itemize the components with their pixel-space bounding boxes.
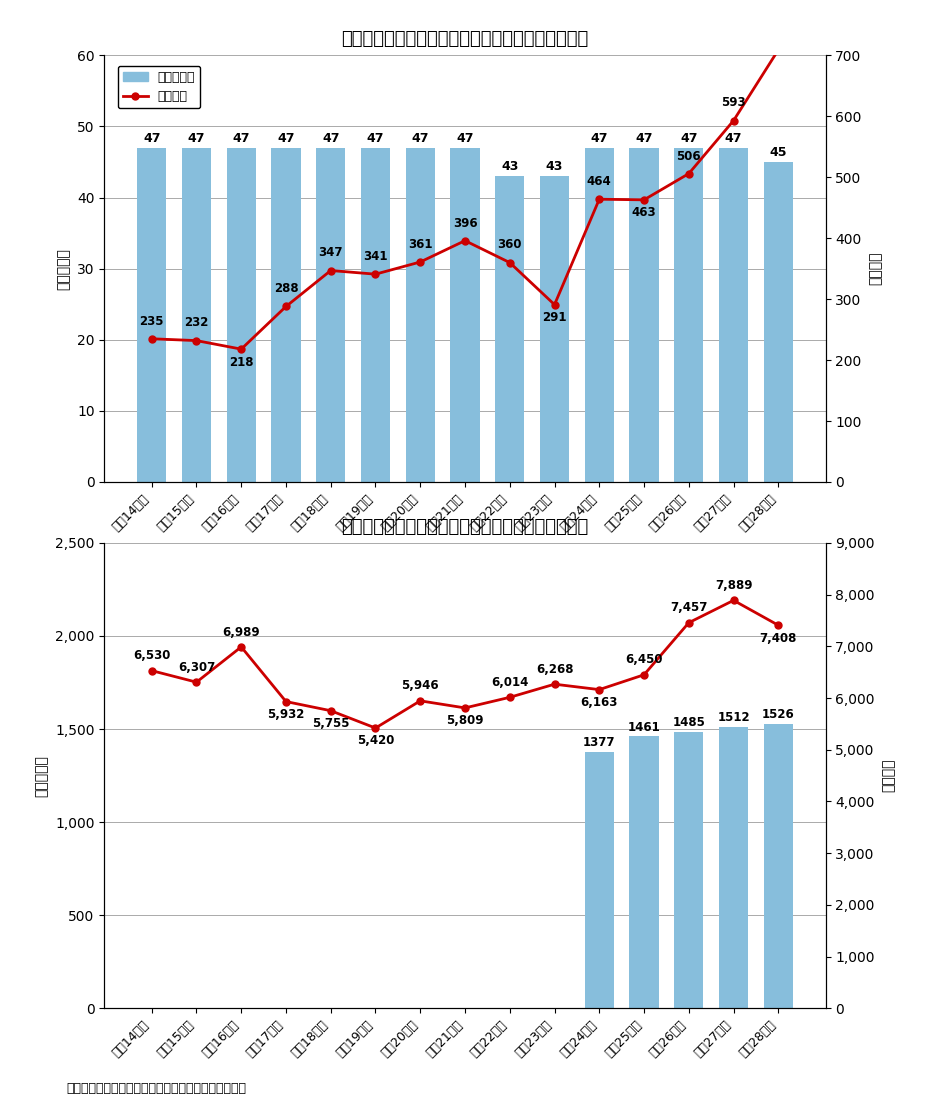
Text: 506: 506 — [677, 150, 701, 163]
Text: 396: 396 — [453, 216, 477, 229]
Bar — [719, 727, 748, 1008]
Text: 5,946: 5,946 — [401, 679, 439, 692]
Text: 7,889: 7,889 — [715, 579, 753, 592]
Text: 593: 593 — [721, 96, 746, 110]
Bar — [406, 147, 435, 482]
Text: 47: 47 — [322, 132, 340, 145]
Text: 6,530: 6,530 — [133, 649, 171, 663]
Text: 235: 235 — [140, 315, 164, 328]
Bar — [585, 147, 614, 482]
Bar — [451, 147, 479, 482]
Y-axis label: 開催団体数: 開催団体数 — [34, 755, 48, 797]
Text: 232: 232 — [184, 317, 209, 329]
Title: 都道府県の防災訓練実施団体数及び訓練回数の推移: 都道府県の防災訓練実施団体数及び訓練回数の推移 — [342, 30, 588, 49]
Text: 360: 360 — [497, 238, 522, 252]
Text: 6,268: 6,268 — [536, 663, 573, 676]
Bar — [629, 737, 659, 1008]
Bar — [674, 732, 703, 1008]
Bar — [764, 725, 792, 1008]
Text: 291: 291 — [542, 311, 567, 324]
Text: 1512: 1512 — [717, 711, 750, 724]
Bar — [674, 147, 703, 482]
Text: 464: 464 — [586, 175, 612, 188]
Text: 6,450: 6,450 — [625, 654, 662, 666]
Bar — [719, 147, 748, 482]
Bar — [540, 176, 569, 482]
Bar — [361, 147, 390, 482]
Text: 43: 43 — [501, 161, 518, 174]
Text: 361: 361 — [408, 238, 433, 250]
Bar — [495, 176, 524, 482]
Text: 1526: 1526 — [762, 708, 794, 721]
Text: 5,932: 5,932 — [268, 708, 305, 721]
Text: 347: 347 — [319, 246, 343, 259]
Text: 6,014: 6,014 — [491, 676, 529, 689]
Text: 6,163: 6,163 — [581, 696, 618, 709]
Text: 341: 341 — [363, 250, 388, 263]
Text: 47: 47 — [456, 132, 474, 145]
Text: 出典：消防庁「地方防災行政の現況」より内閣府作成: 出典：消防庁「地方防災行政の現況」より内閣府作成 — [66, 1081, 247, 1095]
Text: 463: 463 — [632, 206, 657, 219]
Text: 5,755: 5,755 — [312, 717, 349, 730]
Bar — [227, 147, 256, 482]
Text: 43: 43 — [546, 161, 563, 174]
Text: 47: 47 — [233, 132, 250, 145]
Text: 47: 47 — [188, 132, 205, 145]
Text: 288: 288 — [273, 283, 298, 296]
Text: 1461: 1461 — [627, 720, 661, 733]
Bar — [629, 147, 659, 482]
Text: 7,457: 7,457 — [670, 602, 707, 614]
Title: 市区町村の防災訓練実施団体数及び訓練回数の推移: 市区町村の防災訓練実施団体数及び訓練回数の推移 — [342, 517, 588, 536]
Text: 47: 47 — [143, 132, 160, 145]
Text: 5,420: 5,420 — [357, 735, 394, 748]
Text: 7,408: 7,408 — [759, 632, 797, 645]
Text: 1377: 1377 — [583, 736, 616, 749]
Bar — [585, 752, 614, 1008]
Bar — [138, 147, 166, 482]
Text: 45: 45 — [770, 146, 787, 160]
Text: 6,307: 6,307 — [177, 660, 215, 674]
Bar — [182, 147, 211, 482]
Text: 1485: 1485 — [672, 716, 705, 729]
Text: 47: 47 — [590, 132, 608, 145]
Text: 47: 47 — [366, 132, 384, 145]
Text: 5,809: 5,809 — [446, 715, 484, 727]
Text: 47: 47 — [277, 132, 295, 145]
Text: 47: 47 — [725, 132, 742, 145]
Bar — [316, 147, 345, 482]
Text: 47: 47 — [412, 132, 429, 145]
Text: 47: 47 — [680, 132, 698, 145]
Y-axis label: 訓練回数: 訓練回数 — [868, 252, 883, 286]
Text: 6,989: 6,989 — [222, 626, 260, 638]
Y-axis label: 開催団体数: 開催団体数 — [56, 248, 70, 289]
Bar — [271, 147, 301, 482]
Legend: 開催団体数, 訓練回数: 開催団体数, 訓練回数 — [118, 65, 200, 109]
Y-axis label: 訓練回数: 訓練回数 — [882, 759, 896, 792]
Text: 218: 218 — [229, 356, 253, 369]
Bar — [764, 162, 792, 482]
Text: 47: 47 — [635, 132, 653, 145]
